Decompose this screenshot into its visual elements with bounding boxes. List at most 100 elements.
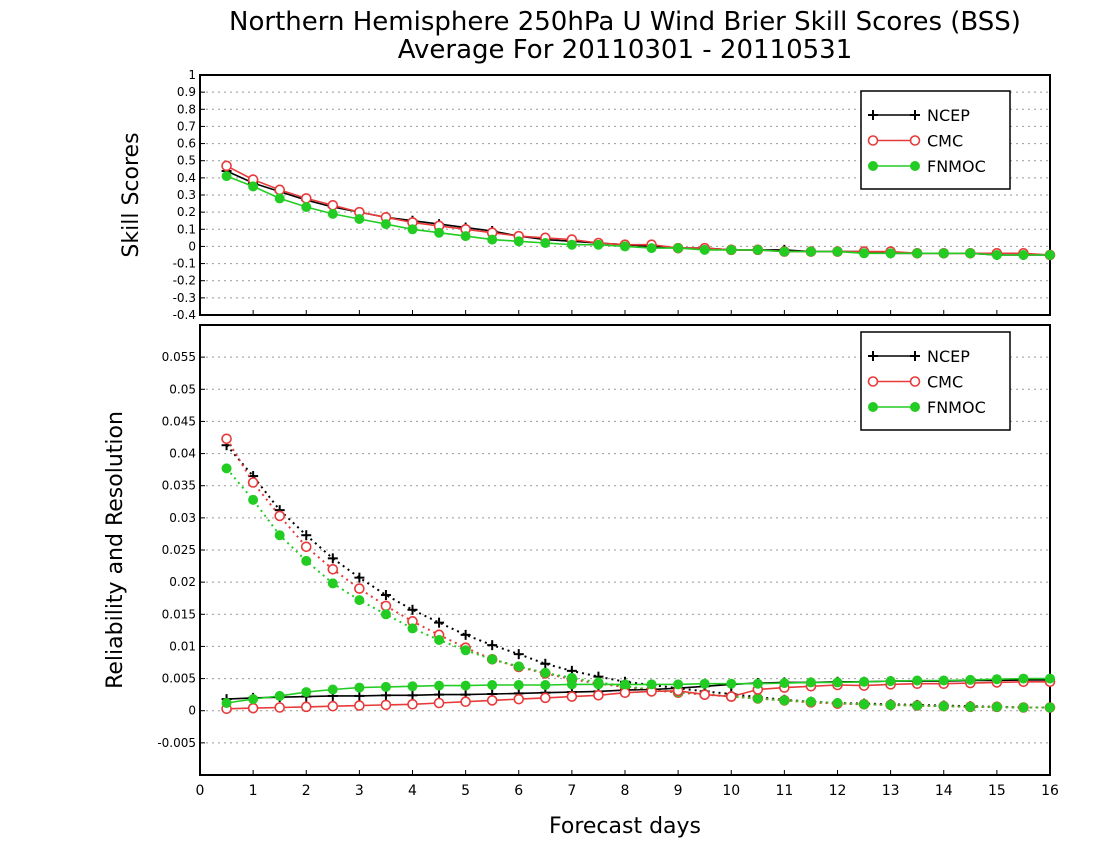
data-point [434,227,445,238]
data-point [885,248,896,259]
y-tick-label: 0.4 [177,171,196,185]
chart-subtitle: Average For 20110301 - 20110531 [398,35,853,65]
data-point [859,699,870,710]
data-point [247,477,259,488]
data-point [301,530,312,541]
data-point [699,678,710,689]
y-tick-label: -0.005 [157,736,196,750]
plot-frame [199,324,1051,776]
data-point [248,181,259,192]
data-point [832,677,843,688]
x-tick-label: 16 [1041,783,1059,799]
y-axis-title: Skill Scores [119,132,144,257]
skill-score-panel: 1 0.9 0.8 0.7 0.6 0.5 0.4 0.3 0.2 0.1 0 -0.1 -0.2 -0.… [119,68,1056,322]
x-tick-label: 6 [514,783,523,799]
data-point [859,676,870,687]
x-tick-label: 11 [775,783,793,799]
legend-item-fnmoc: FNMOC [868,398,986,417]
legend-item-fnmoc: FNMOC [868,157,986,176]
data-point [540,667,551,678]
data-point [513,661,524,672]
legend-label: NCEP [927,347,970,366]
data-point [354,595,365,606]
data-point [354,690,365,701]
data-point [1018,250,1029,260]
x-tick-label: 0 [196,783,205,799]
y-tick-label: 0.02 [169,575,196,589]
x-tick-label: 9 [674,783,683,799]
data-point [832,246,843,257]
data-point [380,600,392,612]
y-tick-label: 0.1 [177,222,196,236]
plot-frame [199,74,1051,316]
series-line [226,677,1050,704]
data-point [619,687,631,699]
data-point [779,678,790,689]
data-point [274,690,285,701]
data-point [646,243,657,254]
y-tick-label: 0.035 [162,479,196,493]
legend-label: CMC [927,373,963,392]
data-point [460,231,471,242]
data-point [593,689,604,701]
data-point [867,135,879,146]
y-tick-label: 0 [188,239,196,253]
data-point [991,674,1002,685]
data-point [673,243,684,254]
y-tick-label: 0 [188,704,196,718]
data-point [699,244,710,255]
data-point [1045,250,1055,260]
data-point [910,402,920,412]
data-point [327,578,338,589]
data-point [752,678,763,689]
data-point [513,680,524,690]
legend-label: CMC [927,132,963,151]
data-point [380,690,391,701]
data-point [487,234,498,245]
y-tick-label: 0.055 [162,350,196,364]
data-point [221,698,232,708]
x-tick-label: 3 [355,783,364,799]
data-point [965,674,976,685]
y-tick-label: 0.8 [177,102,196,116]
data-point [1018,673,1029,684]
data-point [912,248,923,259]
data-point [434,617,445,628]
data-point [327,700,339,712]
data-point [540,680,551,690]
data-point [274,530,285,541]
data-point [726,244,737,255]
data-point [513,236,524,247]
data-point [867,376,879,387]
data-point [646,679,657,690]
reliability-resolution-panel: 0.055 0.05 0.045 0.04 0.035 0.03 0.025 0.02 0.01… [103,324,1059,839]
data-point [301,555,312,566]
x-tick-label: 14 [935,783,953,799]
data-point [247,702,259,714]
data-point [380,609,391,620]
data-point [1018,702,1029,713]
data-point [868,351,878,361]
data-point [327,199,339,211]
data-point [938,701,949,712]
data-point [938,675,949,686]
data-point [912,700,923,711]
data-point [274,193,285,204]
y-tick-label: 0.03 [169,511,196,525]
data-point [354,583,365,594]
data-point [354,572,365,583]
data-point [460,645,471,656]
data-point [938,248,949,259]
series-line [226,679,1050,700]
y-tick-label: 0.3 [177,188,196,202]
y-tick-label: -0.2 [173,274,196,288]
data-point [910,161,920,171]
legend-item-cmc: CMC [867,132,963,151]
data-point [460,696,471,708]
x-tick-label: 2 [302,783,311,799]
data-point [407,690,418,701]
series-fnmoc [221,171,1055,260]
y-tick-label: 0.5 [177,154,196,168]
data-point [487,654,498,665]
